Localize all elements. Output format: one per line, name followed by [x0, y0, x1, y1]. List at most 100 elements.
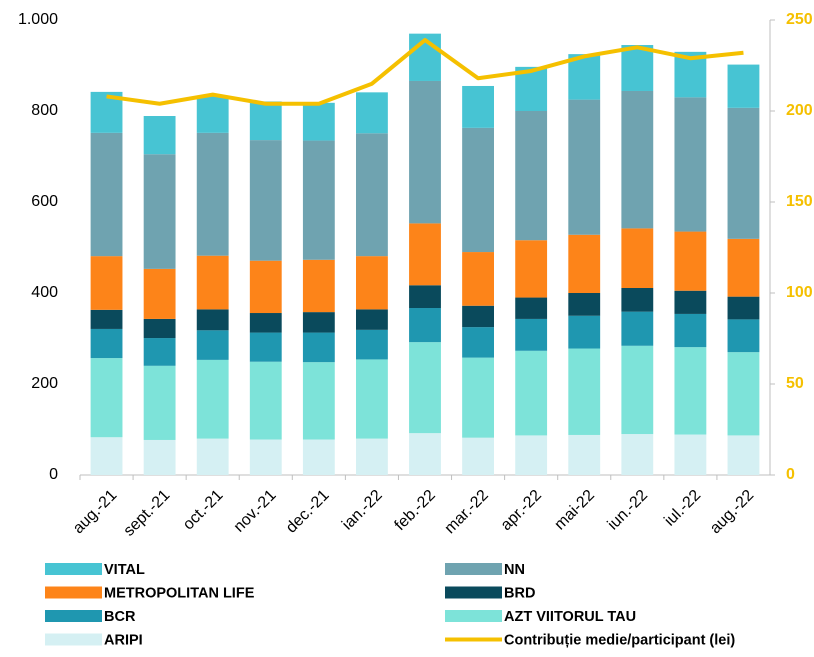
bar-segment — [302, 332, 335, 363]
bar-segment — [90, 256, 123, 310]
legend-label: Contribuție medie/participant (lei) — [504, 632, 735, 648]
bar-segment — [356, 309, 388, 330]
bar-segment — [515, 240, 548, 298]
bar-segment — [302, 259, 335, 313]
bar-segment — [621, 287, 654, 312]
y-tick-label: 800 — [31, 102, 58, 119]
y2-tick-label: 0 — [786, 466, 795, 483]
y2-tick-label: 100 — [786, 284, 813, 301]
bar-segment — [143, 268, 176, 319]
bar-segment — [409, 285, 441, 309]
y-tick-label: 1.000 — [18, 11, 58, 28]
bar-segment — [302, 439, 335, 475]
x-tick-label: iul.-22 — [661, 487, 704, 530]
legend-swatch — [45, 586, 102, 599]
legend-label: BRD — [504, 585, 535, 601]
bar-segment — [249, 101, 282, 141]
bar-segment — [727, 64, 760, 108]
bar-segment — [302, 312, 335, 333]
y-tick-label: 600 — [31, 193, 58, 210]
x-tick-label: feb.-22 — [392, 487, 439, 534]
bar-segment — [621, 45, 654, 91]
bar-segment — [90, 437, 123, 475]
bar-segment — [462, 252, 494, 306]
bar-segment — [143, 338, 176, 366]
legend-swatch — [445, 563, 502, 575]
y2-tick-label: 250 — [786, 11, 813, 28]
x-tick-label: aug.-22 — [707, 487, 757, 537]
bar-segment — [409, 433, 441, 475]
bar-segment — [196, 309, 229, 331]
bar-segment — [727, 319, 760, 353]
x-tick-label: mai-22 — [551, 487, 598, 534]
bar-segment — [727, 107, 760, 239]
bar-segment — [621, 311, 654, 346]
bar-segment — [90, 358, 123, 438]
x-tick-label: mar.-22 — [442, 487, 492, 537]
bar-segment — [727, 435, 760, 475]
bar-segment — [249, 439, 282, 475]
bar-segment — [515, 297, 548, 319]
legend-swatch — [45, 563, 102, 575]
bar-segment — [356, 329, 388, 360]
bar-segment — [568, 54, 601, 100]
bar-segment — [356, 92, 388, 134]
bar-segment — [143, 365, 176, 440]
x-tick-label: aug.-21 — [70, 487, 120, 537]
bar-segment — [621, 345, 654, 435]
bar-segment — [674, 97, 707, 232]
bar-segment — [674, 313, 707, 348]
bar-segment — [143, 116, 176, 155]
bar-segment — [249, 361, 282, 440]
y-tick-label: 0 — [49, 466, 58, 483]
bar-segment — [462, 327, 494, 358]
bar-segment — [621, 434, 654, 475]
bar-segment — [727, 352, 760, 436]
bar-segment — [302, 362, 335, 440]
x-tick-label: nov.-21 — [231, 487, 280, 536]
bar-segment — [409, 80, 441, 224]
bar-segment — [196, 95, 229, 133]
bar-segment — [568, 315, 601, 349]
bar-segment — [249, 140, 282, 261]
bar-segment — [196, 330, 229, 360]
bar-segment — [143, 318, 176, 339]
bar-segment — [674, 434, 707, 475]
bar-segment — [90, 132, 123, 257]
legend-label: METROPOLITAN LIFE — [104, 585, 255, 601]
legend-swatch — [445, 586, 502, 599]
bar-segment — [249, 260, 282, 314]
legend-label: NN — [504, 562, 525, 578]
bar-segment — [568, 293, 601, 316]
y-tick-label: 400 — [31, 284, 58, 301]
bar-segment — [302, 102, 335, 141]
legend-label: ARIPI — [104, 632, 143, 648]
bar-segment — [409, 308, 441, 343]
bar-segment — [515, 318, 548, 351]
bar-segment — [249, 332, 282, 362]
bar-segment — [356, 438, 388, 475]
bar-segment — [727, 238, 760, 297]
bar-segment — [409, 342, 441, 434]
bar-segment — [568, 99, 601, 235]
bar-segment — [249, 313, 282, 333]
legend-swatch — [45, 633, 102, 646]
bar-segment — [674, 290, 707, 314]
bar-segment — [90, 309, 123, 329]
bar-segment — [196, 359, 229, 439]
x-tick-label: dec.-21 — [283, 487, 333, 537]
legend-swatch — [445, 610, 502, 622]
legend-label: VITAL — [104, 562, 145, 578]
legend-label: AZT VIITORUL TAU — [504, 609, 636, 625]
bar-segment — [196, 255, 229, 310]
bar-segment — [143, 439, 176, 475]
bar-segment — [515, 350, 548, 436]
x-tick-label: sept.-21 — [121, 487, 174, 540]
x-tick-label: iun.-22 — [605, 487, 652, 534]
bar-segment — [568, 348, 601, 435]
x-tick-label: oct.-21 — [180, 487, 227, 534]
bar-segment — [621, 90, 654, 229]
bar-segment — [356, 133, 388, 257]
legend-swatch — [45, 610, 102, 622]
bar-segment — [727, 296, 760, 320]
